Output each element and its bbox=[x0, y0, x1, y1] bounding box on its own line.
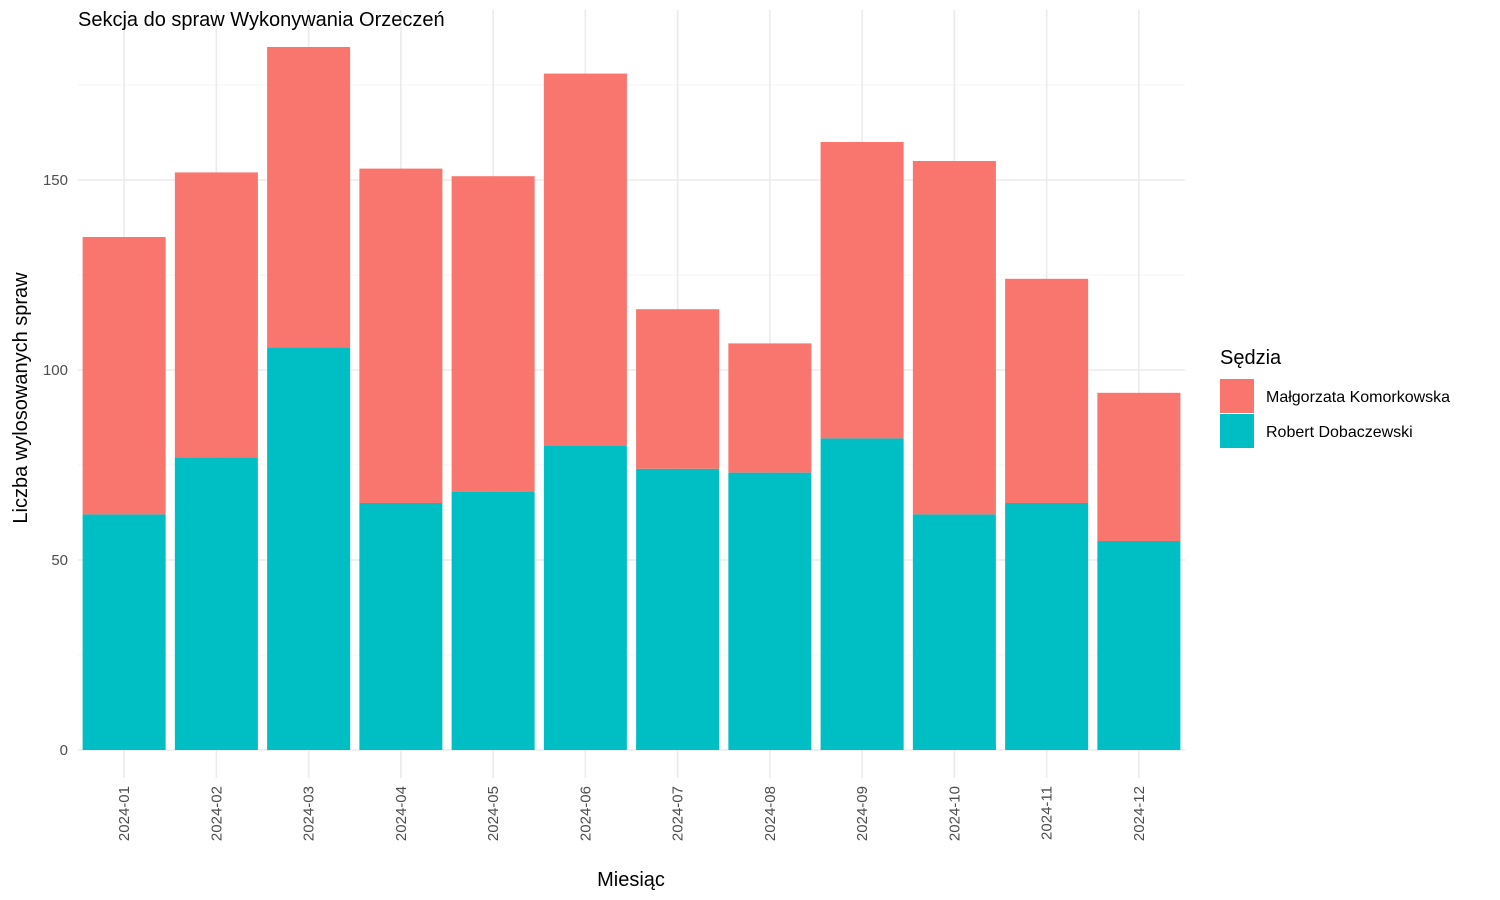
x-tick-label: 2024-06 bbox=[577, 786, 594, 841]
bar-robert-dobaczewski-2024-11 bbox=[1005, 503, 1089, 750]
x-tick-label: 2024-11 bbox=[1039, 786, 1056, 840]
x-tick-label: 2024-12 bbox=[1131, 786, 1148, 841]
x-tick-label: 2024-05 bbox=[485, 786, 502, 841]
legend-swatch-ma-gorzata-komorkowska bbox=[1220, 379, 1254, 413]
x-axis-ticks: 2024-01 2024-02 2024-03 2024-04 2024-05 2024-… bbox=[116, 786, 1148, 841]
legend-label-robert-dobaczewski: Robert Dobaczewski bbox=[1266, 424, 1413, 441]
bars bbox=[82, 47, 1181, 750]
bar-ma-gorzata-komorkowska-2024-12 bbox=[1097, 392, 1181, 541]
y-tick-label: 150 bbox=[43, 172, 68, 189]
legend: Sędzia Małgorzata Komorkowska Robert Doba… bbox=[1220, 347, 1450, 448]
x-tick-label: 2024-08 bbox=[762, 786, 779, 841]
bar-robert-dobaczewski-2024-03 bbox=[267, 347, 351, 750]
bar-ma-gorzata-komorkowska-2024-01 bbox=[82, 237, 166, 515]
bar-robert-dobaczewski-2024-10 bbox=[912, 514, 996, 750]
y-tick-label: 50 bbox=[51, 552, 68, 569]
bar-ma-gorzata-komorkowska-2024-03 bbox=[267, 47, 351, 348]
y-axis-title: Liczba wylosowanych spraw bbox=[10, 272, 32, 524]
x-tick-label: 2024-01 bbox=[116, 786, 133, 841]
bar-ma-gorzata-komorkowska-2024-05 bbox=[451, 176, 535, 492]
bar-robert-dobaczewski-2024-01 bbox=[82, 514, 166, 750]
bar-ma-gorzata-komorkowska-2024-02 bbox=[174, 172, 258, 458]
y-axis-ticks: 0 50 100 150 bbox=[43, 172, 68, 759]
x-axis-title: Miesiąc bbox=[597, 869, 665, 891]
x-tick-label: 2024-02 bbox=[208, 786, 225, 841]
x-tick-label: 2024-09 bbox=[854, 786, 871, 841]
bar-robert-dobaczewski-2024-02 bbox=[174, 457, 258, 750]
bar-ma-gorzata-komorkowska-2024-06 bbox=[543, 73, 627, 446]
bar-robert-dobaczewski-2024-07 bbox=[636, 468, 720, 750]
bar-ma-gorzata-komorkowska-2024-04 bbox=[359, 168, 443, 503]
x-tick-label: 2024-03 bbox=[301, 786, 318, 841]
bar-ma-gorzata-komorkowska-2024-07 bbox=[636, 309, 720, 469]
y-tick-label: 0 bbox=[60, 742, 68, 759]
bar-ma-gorzata-komorkowska-2024-08 bbox=[728, 343, 812, 473]
bar-robert-dobaczewski-2024-08 bbox=[728, 472, 812, 750]
legend-title: Sędzia bbox=[1220, 347, 1282, 369]
x-tick-label: 2024-04 bbox=[393, 786, 410, 841]
bar-robert-dobaczewski-2024-06 bbox=[543, 446, 627, 750]
legend-swatch-robert-dobaczewski bbox=[1220, 414, 1254, 448]
x-tick-label: 2024-07 bbox=[670, 786, 687, 841]
bar-robert-dobaczewski-2024-04 bbox=[359, 503, 443, 750]
bar-ma-gorzata-komorkowska-2024-10 bbox=[912, 161, 996, 515]
bar-robert-dobaczewski-2024-05 bbox=[451, 491, 535, 750]
bar-robert-dobaczewski-2024-12 bbox=[1097, 541, 1181, 750]
chart-title: Sekcja do spraw Wykonywania Orzeczeń bbox=[78, 9, 445, 31]
bar-robert-dobaczewski-2024-09 bbox=[820, 438, 904, 750]
legend-label-ma-gorzata-komorkowska: Małgorzata Komorkowska bbox=[1266, 389, 1450, 406]
bar-ma-gorzata-komorkowska-2024-11 bbox=[1005, 278, 1089, 503]
x-tick-label: 2024-10 bbox=[946, 786, 963, 841]
y-tick-label: 100 bbox=[43, 362, 68, 379]
bar-ma-gorzata-komorkowska-2024-09 bbox=[820, 142, 904, 439]
